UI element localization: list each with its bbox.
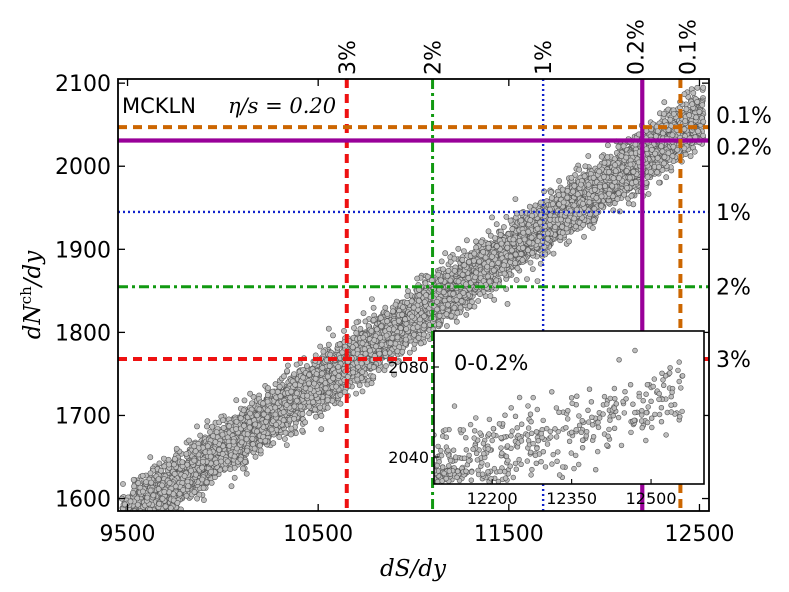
data-point (299, 427, 306, 434)
data-point (228, 483, 235, 490)
data-point (147, 513, 152, 518)
data-point (123, 511, 128, 516)
data-point (284, 362, 291, 369)
data-point (145, 513, 150, 518)
data-point (124, 513, 129, 518)
data-point (147, 454, 154, 461)
data-point (375, 367, 382, 373)
data-point (122, 513, 127, 518)
data-point (455, 245, 462, 252)
data-point (233, 397, 240, 404)
data-point (283, 442, 290, 448)
data-point (145, 515, 150, 520)
data-point (643, 179, 650, 186)
data-point (200, 497, 207, 503)
data-point (276, 434, 283, 440)
data-point (354, 376, 361, 383)
data-point (120, 513, 125, 518)
data-point (272, 381, 279, 388)
data-point (466, 259, 472, 265)
data-point (356, 382, 363, 389)
data-point (128, 514, 133, 519)
data-point (359, 388, 366, 395)
data-point (128, 512, 133, 517)
data-point (132, 515, 137, 520)
data-point (130, 511, 135, 516)
data-point (149, 512, 154, 517)
data-point (463, 311, 470, 318)
data-point (463, 237, 470, 244)
data-point (460, 248, 467, 254)
data-point (137, 512, 142, 517)
data-point (368, 296, 375, 302)
data-point (360, 310, 367, 317)
data-point (457, 304, 464, 311)
data-point (231, 474, 238, 481)
data-point (135, 512, 140, 517)
data-point (194, 495, 200, 502)
data-point (131, 510, 134, 511)
data-point (125, 514, 130, 519)
data-point (503, 213, 510, 220)
data-point (135, 480, 142, 486)
data-point (471, 303, 478, 310)
data-point (422, 280, 429, 287)
data-point (404, 293, 411, 299)
data-point (139, 515, 144, 520)
data-point (155, 512, 160, 517)
data-point (687, 153, 694, 160)
data-point (475, 298, 481, 304)
data-point (489, 214, 495, 221)
data-point (167, 514, 172, 519)
data-point (163, 523, 168, 528)
data-point (661, 99, 668, 106)
data-point (133, 515, 138, 520)
data-point (120, 516, 125, 521)
data-point (293, 361, 300, 368)
data-point (526, 203, 533, 210)
data-point (149, 512, 154, 517)
data-point (291, 371, 297, 377)
data-point (443, 323, 450, 329)
data-point (207, 429, 213, 435)
data-point (119, 513, 124, 518)
data-point (645, 191, 652, 197)
data-point (127, 512, 132, 517)
data-point (123, 516, 128, 521)
data-point (139, 516, 144, 521)
data-point (625, 200, 632, 207)
data-point (504, 300, 511, 307)
data-point (154, 512, 159, 517)
data-point (513, 277, 520, 283)
data-point (694, 84, 701, 91)
data-point (382, 304, 389, 311)
data-point (534, 278, 541, 284)
data-point (139, 472, 146, 479)
data-point (330, 332, 336, 339)
data-point (139, 514, 144, 519)
data-point (438, 258, 445, 265)
data-point (276, 383, 283, 390)
data-point (341, 327, 347, 334)
data-point (133, 513, 138, 518)
data-point (440, 266, 446, 273)
data-point (127, 515, 132, 520)
data-point (524, 276, 530, 282)
data-point (156, 512, 161, 517)
data-point (318, 426, 325, 433)
data-point (143, 511, 148, 516)
data-point (122, 513, 127, 518)
data-point (135, 513, 140, 518)
data-point (129, 514, 134, 519)
data-point (144, 512, 149, 517)
data-point (351, 325, 357, 331)
data-point (127, 512, 132, 517)
data-point (140, 511, 145, 516)
